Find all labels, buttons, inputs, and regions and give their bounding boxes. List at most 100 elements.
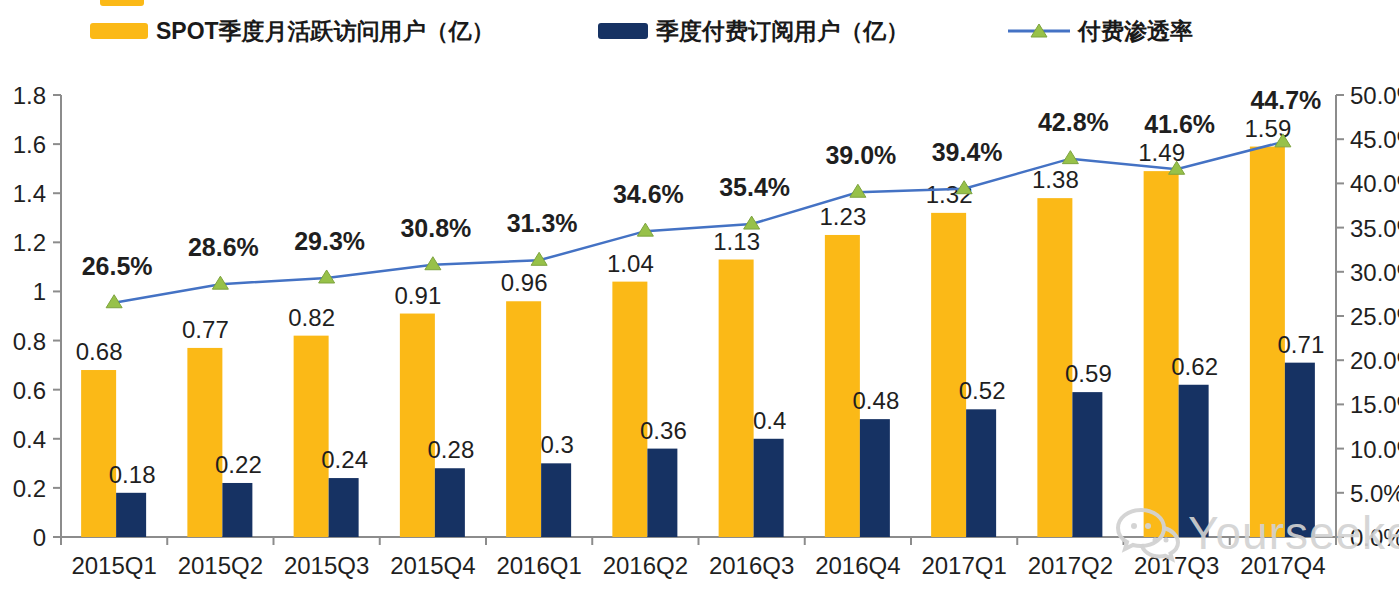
bar-label-mau-2017Q2: 1.38 xyxy=(1032,166,1079,193)
right-axis-tick-label: 25.0% xyxy=(1350,303,1399,330)
penetration-label-2015Q4: 30.8% xyxy=(400,214,471,242)
penetration-label-2016Q2: 34.6% xyxy=(613,180,684,208)
left-axis-tick-label: 1.8 xyxy=(13,82,46,109)
left-axis-tick-label: 1.2 xyxy=(13,229,46,256)
bar-label-subscribers-2017Q2: 0.59 xyxy=(1065,360,1112,387)
bar-mau-2015Q4 xyxy=(400,314,435,537)
left-axis-tick-label: 0.8 xyxy=(13,328,46,355)
bar-label-subscribers-2017Q1: 0.52 xyxy=(959,377,1006,404)
left-axis-tick-label: 0 xyxy=(33,524,46,551)
right-axis-tick-label: 5.0% xyxy=(1350,480,1399,507)
bar-label-subscribers-2016Q3: 0.4 xyxy=(753,407,786,434)
x-axis-label-2017Q3: 2017Q3 xyxy=(1134,552,1219,579)
bar-mau-2016Q2 xyxy=(612,282,647,537)
right-axis-tick-label: 35.0% xyxy=(1350,215,1399,242)
bar-label-mau-2015Q2: 0.77 xyxy=(182,316,229,343)
penetration-label-2017Q2: 42.8% xyxy=(1038,108,1109,136)
x-axis-label-2016Q1: 2016Q1 xyxy=(496,552,581,579)
bar-label-mau-2017Q3: 1.49 xyxy=(1138,139,1185,166)
left-axis-tick-label: 1.4 xyxy=(13,180,46,207)
right-axis-tick-label: 0.0% xyxy=(1350,524,1399,551)
bars xyxy=(81,147,1315,537)
bar-label-mau-2016Q2: 1.04 xyxy=(607,250,654,277)
penetration-label-2017Q1: 39.4% xyxy=(932,138,1003,166)
left-axis-tick-label: 0.4 xyxy=(13,426,46,453)
penetration-marker-2017Q2 xyxy=(1062,151,1078,164)
x-axis-labels: 2015Q1 2015Q2 2015Q3 2015Q4 2016Q1 2016Q2 2016… xyxy=(71,552,1325,579)
x-axis-label-2016Q4: 2016Q4 xyxy=(815,552,900,579)
penetration-label-2017Q4: 44.7% xyxy=(1250,86,1321,114)
bar-label-mau-2015Q3: 0.82 xyxy=(288,304,335,331)
x-axis-label-2016Q3: 2016Q3 xyxy=(709,552,794,579)
bar-subscribers-2015Q1 xyxy=(116,493,146,537)
penetration-label-2015Q1: 26.5% xyxy=(82,252,153,280)
x-axis-label-2015Q1: 2015Q1 xyxy=(71,552,156,579)
bar-value-labels: 0.68 0.18 0.77 0.22 0.82 0.24 0.91 0.28 0.96 0.3 1… xyxy=(76,115,1324,488)
bar-mau-2016Q1 xyxy=(506,301,541,537)
bar-subscribers-2016Q2 xyxy=(647,449,677,537)
right-axis-tick-label: 30.0% xyxy=(1350,259,1399,286)
bar-label-mau-2016Q4: 1.23 xyxy=(820,203,867,230)
right-axis-tick-label: 45.0% xyxy=(1350,126,1399,153)
x-axis-label-2015Q2: 2015Q2 xyxy=(178,552,263,579)
bar-subscribers-2016Q3 xyxy=(754,439,784,537)
penetration-labels: 26.5% 28.6% 29.3% 30.8% 31.3% 34.6% 35.4% 39.0%… xyxy=(82,86,1322,280)
bar-subscribers-2017Q4 xyxy=(1285,363,1315,537)
bar-subscribers-2017Q1 xyxy=(966,409,996,537)
bar-mau-2017Q1 xyxy=(931,213,966,537)
x-axis-label-2016Q2: 2016Q2 xyxy=(603,552,688,579)
penetration-label-2016Q3: 35.4% xyxy=(719,173,790,201)
bar-subscribers-2016Q1 xyxy=(541,463,571,537)
x-axis-label-2017Q1: 2017Q1 xyxy=(921,552,1006,579)
bar-mau-2015Q3 xyxy=(294,336,329,537)
right-axis-tick-label: 40.0% xyxy=(1350,170,1399,197)
penetration-label-2016Q1: 31.3% xyxy=(507,209,578,237)
bar-label-subscribers-2016Q2: 0.36 xyxy=(640,417,687,444)
left-axis-tick-label: 1.6 xyxy=(13,131,46,158)
combo-chart-canvas: 0 0.2 0.4 0.6 0.8 1 1.2 1.4 1.6 1.8 0.0% 5.0% 10.0% 1… xyxy=(0,0,1399,596)
bar-label-mau-2015Q1: 0.68 xyxy=(76,338,123,365)
bar-label-subscribers-2017Q3: 0.62 xyxy=(1171,353,1218,380)
bar-mau-2016Q3 xyxy=(719,260,754,537)
bar-label-subscribers-2017Q4: 0.71 xyxy=(1278,331,1325,358)
penetration-label-2015Q3: 29.3% xyxy=(294,227,365,255)
bar-label-mau-2016Q3: 1.13 xyxy=(713,228,760,255)
right-axis-labels: 0.0% 5.0% 10.0% 15.0% 20.0% 25.0% 30.0% 35.0% 40… xyxy=(1350,82,1399,551)
chart-screenshot: SPOT季度月活跃访问用户（亿） 季度付费订阅用户（亿） 付费渗透率 00.20… xyxy=(0,0,1399,596)
bar-subscribers-2016Q4 xyxy=(860,419,890,537)
penetration-line xyxy=(114,142,1283,303)
bar-subscribers-2015Q3 xyxy=(329,478,359,537)
left-axis-tick-label: 1 xyxy=(33,278,46,305)
bar-subscribers-2015Q2 xyxy=(222,483,252,537)
bar-mau-2015Q1 xyxy=(81,370,116,537)
bar-label-subscribers-2015Q3: 0.24 xyxy=(321,446,368,473)
bar-mau-2016Q4 xyxy=(825,235,860,537)
bar-label-subscribers-2015Q1: 0.18 xyxy=(109,461,156,488)
x-axis-label-2015Q4: 2015Q4 xyxy=(390,552,475,579)
x-axis-label-2017Q4: 2017Q4 xyxy=(1240,552,1325,579)
penetration-label-2016Q4: 39.0% xyxy=(825,141,896,169)
left-axis-tick-label: 0.6 xyxy=(13,377,46,404)
penetration-marker-2015Q4 xyxy=(425,257,441,270)
bar-subscribers-2017Q3 xyxy=(1179,385,1209,537)
bar-label-mau-2016Q1: 0.96 xyxy=(501,269,548,296)
bar-mau-2015Q2 xyxy=(187,348,222,537)
right-axis-tick-label: 10.0% xyxy=(1350,436,1399,463)
bar-subscribers-2015Q4 xyxy=(435,468,465,537)
x-axis-label-2017Q2: 2017Q2 xyxy=(1028,552,1113,579)
bar-label-mau-2015Q4: 0.91 xyxy=(395,282,442,309)
bar-label-subscribers-2015Q2: 0.22 xyxy=(215,451,262,478)
penetration-label-2015Q2: 28.6% xyxy=(188,233,259,261)
right-axis-tick-label: 20.0% xyxy=(1350,347,1399,374)
x-axis-label-2015Q3: 2015Q3 xyxy=(284,552,369,579)
penetration-label-2017Q3: 41.6% xyxy=(1144,110,1215,138)
left-axis-labels: 0 0.2 0.4 0.6 0.8 1 1.2 1.4 1.6 1.8 xyxy=(13,82,46,551)
bar-subscribers-2017Q2 xyxy=(1072,392,1102,537)
left-axis-tick-label: 0.2 xyxy=(13,475,46,502)
bar-label-subscribers-2015Q4: 0.28 xyxy=(428,436,475,463)
right-axis-tick-label: 50.0% xyxy=(1350,82,1399,109)
bar-label-subscribers-2016Q1: 0.3 xyxy=(540,431,573,458)
penetration-marker-2016Q4 xyxy=(850,184,866,197)
right-axis-tick-label: 15.0% xyxy=(1350,391,1399,418)
bar-label-subscribers-2016Q4: 0.48 xyxy=(853,387,900,414)
